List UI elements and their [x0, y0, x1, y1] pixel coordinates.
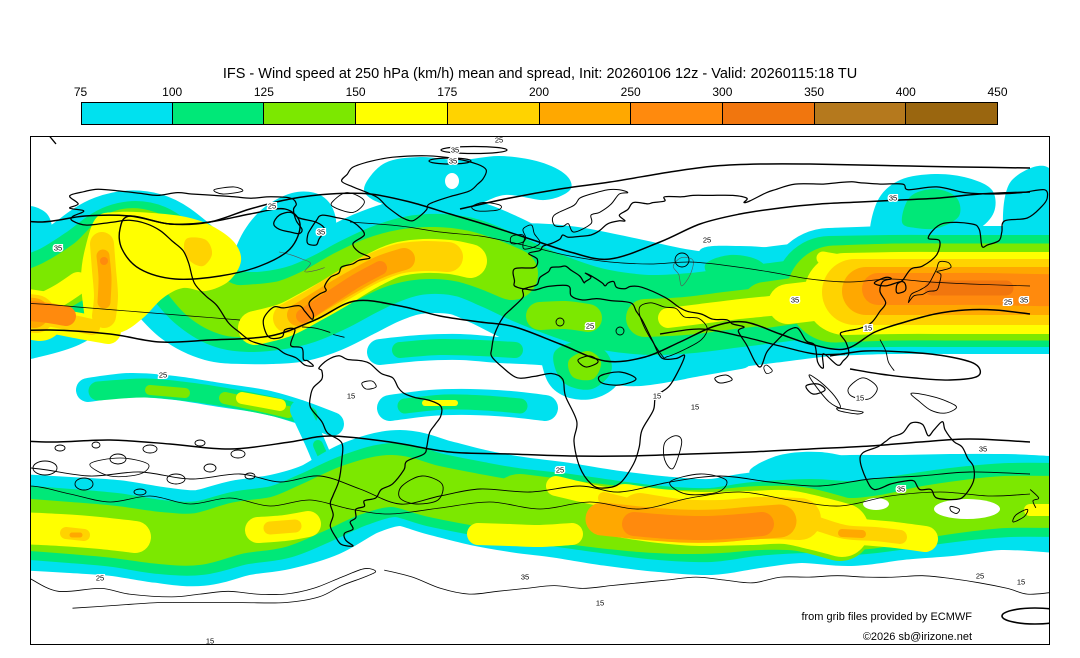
- svg-text:25: 25: [1004, 298, 1012, 307]
- svg-text:25: 25: [1004, 298, 1012, 307]
- svg-text:35: 35: [54, 244, 62, 253]
- svg-text:15: 15: [347, 392, 355, 401]
- svg-text:25: 25: [703, 236, 711, 245]
- svg-text:35: 35: [791, 296, 799, 305]
- svg-text:35: 35: [979, 445, 987, 454]
- svg-text:15: 15: [856, 394, 864, 403]
- svg-text:35: 35: [1020, 296, 1028, 305]
- svg-text:15: 15: [206, 637, 214, 645]
- svg-text:35: 35: [897, 485, 905, 494]
- svg-text:25: 25: [556, 466, 564, 475]
- svg-text:35: 35: [451, 146, 459, 155]
- svg-text:25: 25: [96, 574, 104, 583]
- svg-text:25: 25: [495, 136, 503, 145]
- svg-text:35: 35: [521, 573, 529, 582]
- svg-text:15: 15: [1017, 578, 1025, 587]
- svg-text:35: 35: [449, 157, 457, 166]
- svg-text:15: 15: [1017, 578, 1025, 587]
- svg-text:35: 35: [521, 573, 529, 582]
- svg-text:25: 25: [159, 371, 167, 380]
- svg-text:25: 25: [976, 572, 984, 581]
- svg-text:25: 25: [268, 202, 276, 211]
- svg-text:35: 35: [897, 485, 905, 494]
- svg-text:15: 15: [653, 392, 661, 401]
- svg-text:25: 25: [159, 371, 167, 380]
- svg-text:35: 35: [889, 194, 897, 203]
- svg-text:35: 35: [451, 146, 459, 155]
- svg-text:15: 15: [856, 394, 864, 403]
- svg-text:15: 15: [691, 403, 699, 412]
- svg-text:35: 35: [889, 194, 897, 203]
- svg-text:15: 15: [596, 599, 604, 608]
- svg-text:15: 15: [653, 392, 661, 401]
- svg-text:25: 25: [268, 202, 276, 211]
- svg-text:35: 35: [791, 296, 799, 305]
- svg-text:15: 15: [347, 392, 355, 401]
- svg-text:25: 25: [586, 322, 594, 331]
- svg-text:15: 15: [864, 324, 872, 333]
- svg-text:25: 25: [976, 572, 984, 581]
- svg-text:35: 35: [317, 228, 325, 237]
- svg-text:25: 25: [495, 136, 503, 145]
- svg-text:25: 25: [556, 466, 564, 475]
- svg-text:15: 15: [206, 637, 214, 645]
- svg-text:25: 25: [703, 236, 711, 245]
- svg-text:35: 35: [317, 228, 325, 237]
- svg-text:35: 35: [1020, 296, 1028, 305]
- svg-text:35: 35: [449, 157, 457, 166]
- svg-text:15: 15: [864, 324, 872, 333]
- svg-text:25: 25: [586, 322, 594, 331]
- svg-text:35: 35: [54, 244, 62, 253]
- svg-text:25: 25: [96, 574, 104, 583]
- svg-text:35: 35: [979, 445, 987, 454]
- svg-text:15: 15: [691, 403, 699, 412]
- svg-text:15: 15: [596, 599, 604, 608]
